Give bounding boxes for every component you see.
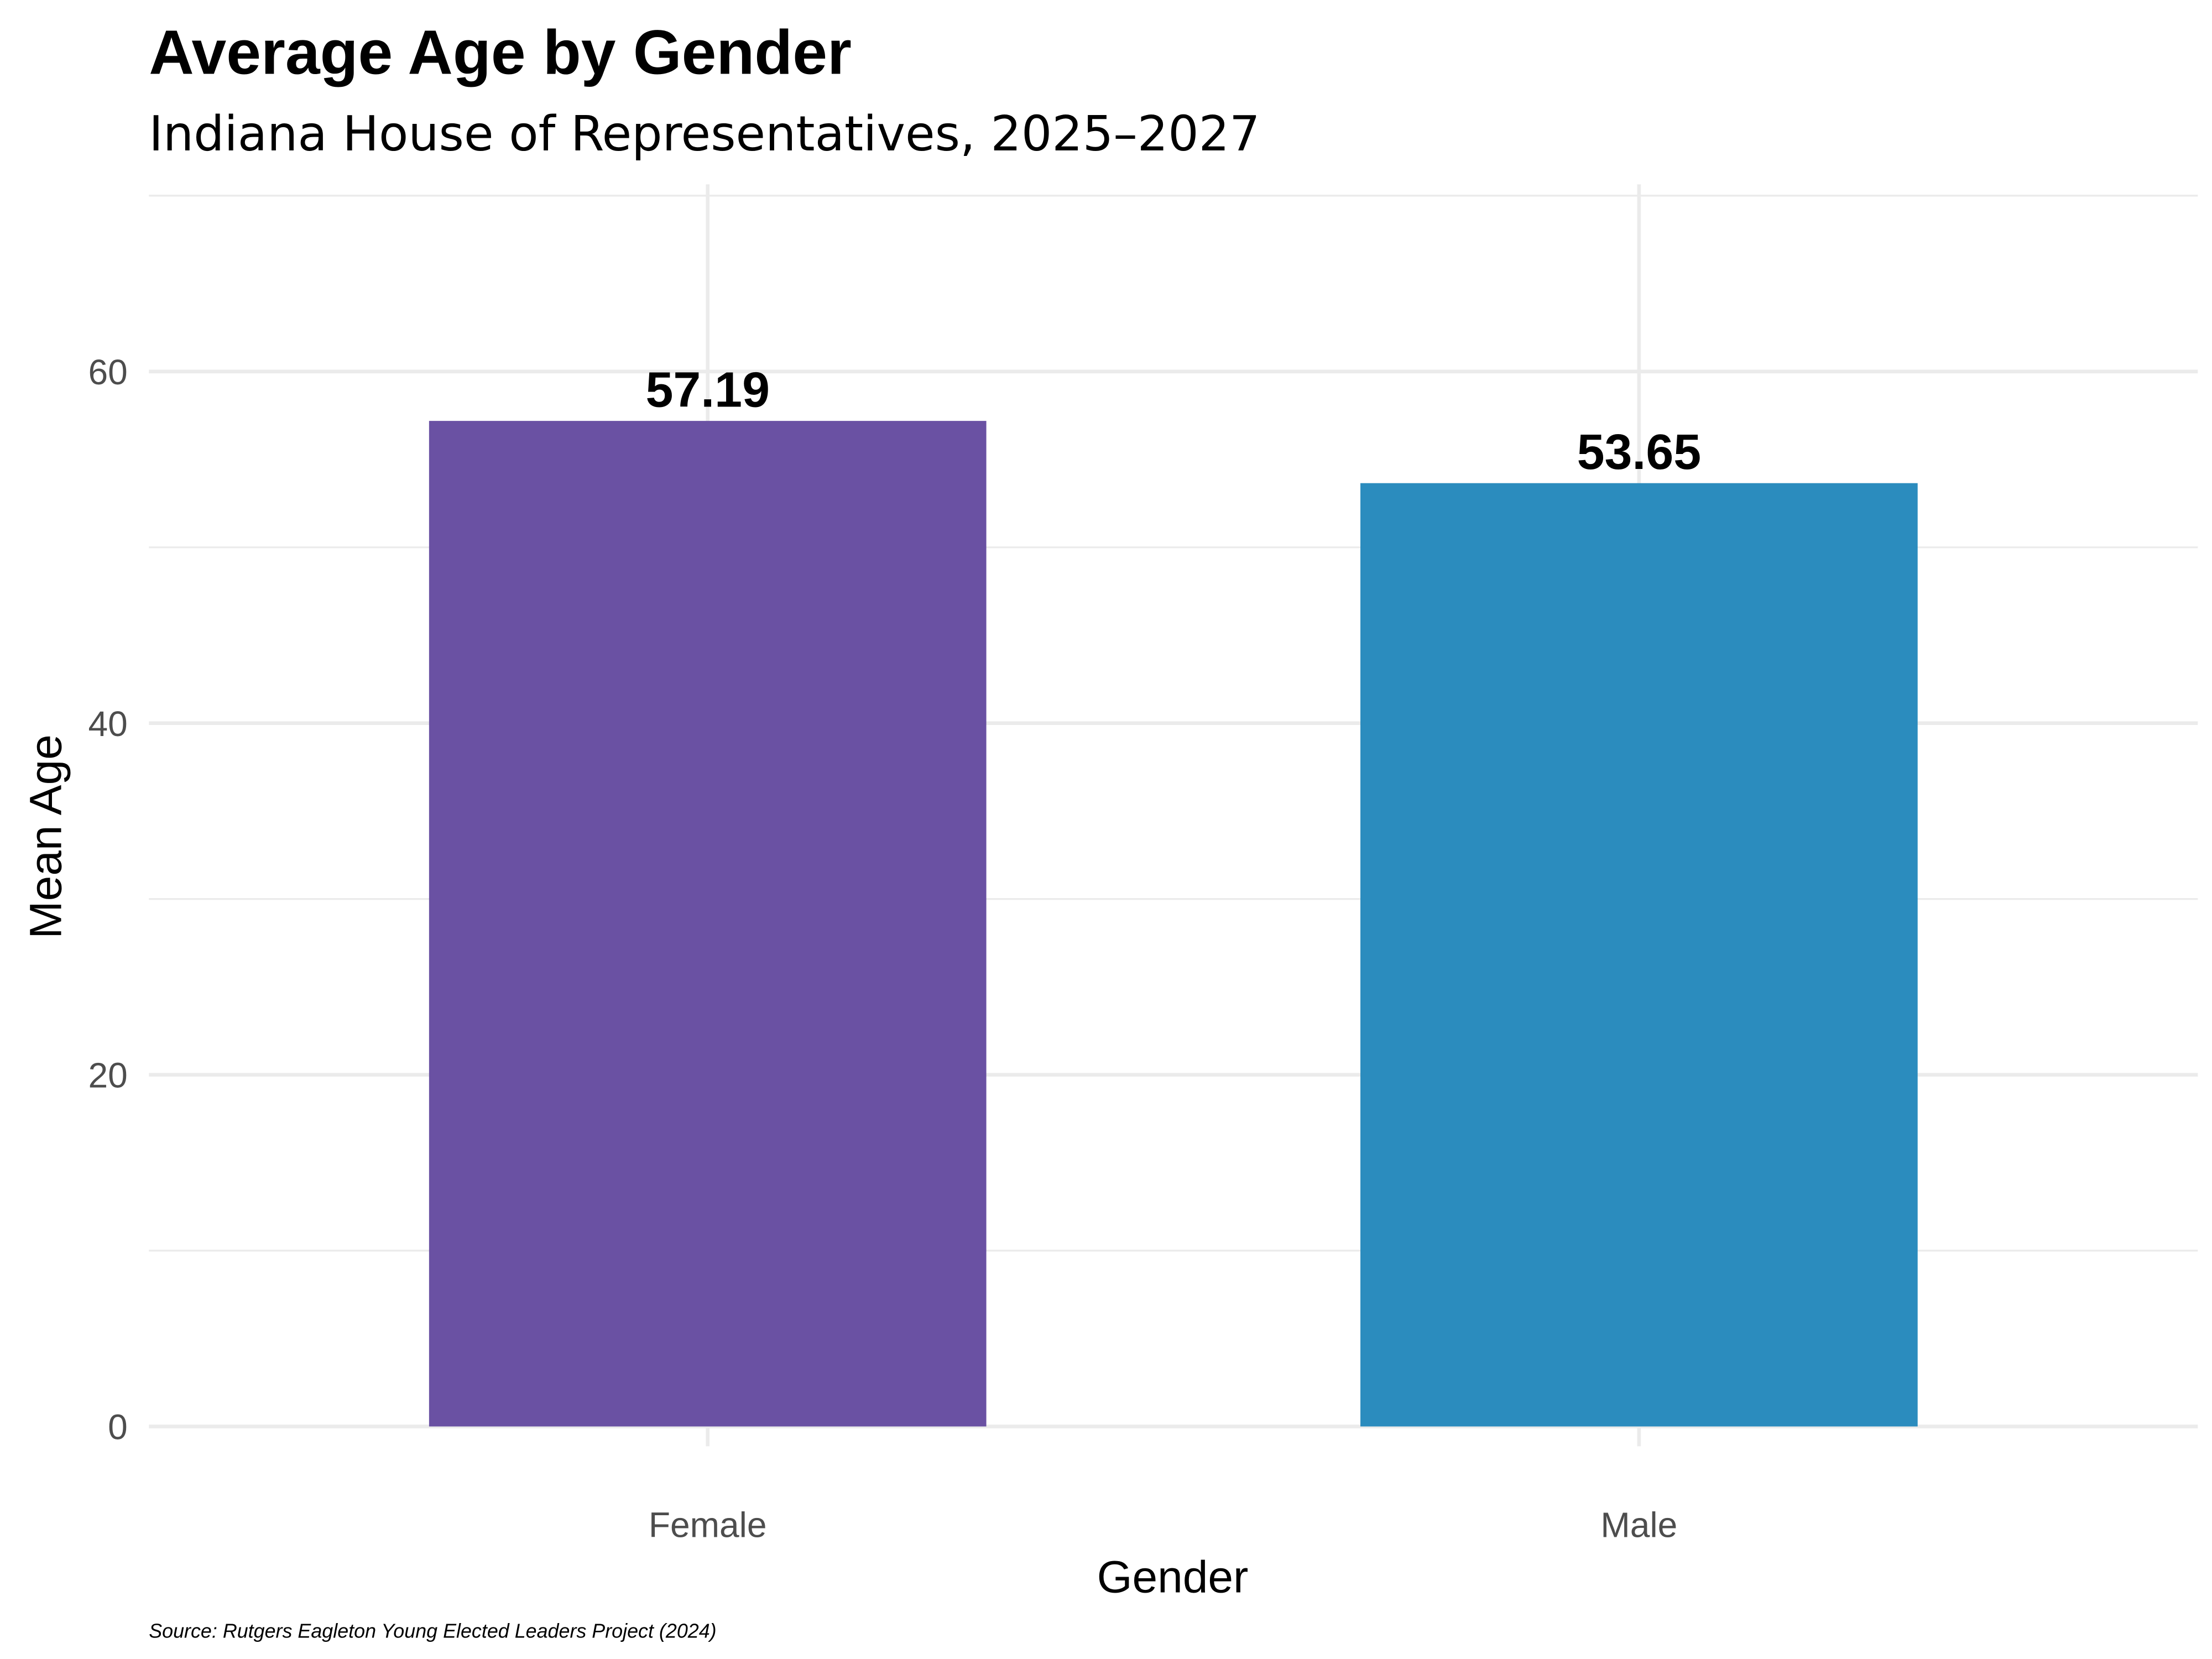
bar-male: [1360, 483, 1918, 1427]
y-axis-ticks: 0 20 40 60: [88, 352, 127, 1447]
source-caption: Source: Rutgers Eagleton Young Elected L…: [149, 1620, 716, 1642]
chart-title: Average Age by Gender: [149, 17, 852, 87]
x-tick-label: Male: [1600, 1505, 1677, 1545]
data-label: 53.65: [1577, 425, 1702, 480]
y-tick-label: 40: [88, 704, 127, 744]
chart-subtitle: Indiana House of Representatives, 2025–2…: [149, 106, 1260, 162]
y-axis-title: Mean Age: [20, 734, 71, 938]
y-tick-label: 60: [88, 352, 127, 392]
x-axis-ticks: Female Male: [649, 1505, 1677, 1545]
data-label: 57.19: [645, 362, 770, 418]
bar-female: [429, 421, 987, 1427]
y-tick-label: 0: [108, 1407, 128, 1447]
bars: 57.19 53.65: [429, 362, 1918, 1427]
x-tick-label: Female: [649, 1505, 767, 1545]
x-axis-title: Gender: [1097, 1552, 1249, 1602]
y-tick-label: 20: [88, 1056, 127, 1095]
